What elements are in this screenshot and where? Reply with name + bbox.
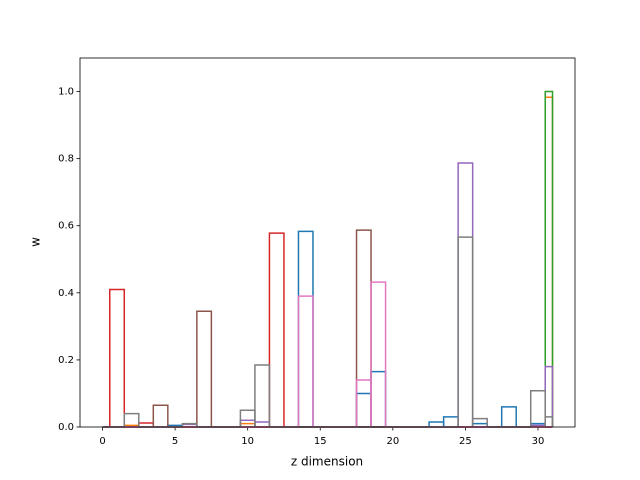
- hist-step: [109, 288, 126, 427]
- hist-step: [500, 406, 517, 427]
- hist-step: [544, 365, 554, 427]
- y-tick-label: 1.0: [58, 87, 74, 98]
- hist-step: [355, 392, 372, 427]
- hist-step: [544, 96, 554, 427]
- plot-frame: [79, 57, 576, 428]
- x-tick-label: 20: [386, 436, 399, 447]
- y-tick-label: 0.0: [58, 422, 74, 433]
- y-tick-label: 0.8: [58, 154, 74, 165]
- x-tick-label: 25: [459, 436, 472, 447]
- y-tick-label: 0.6: [58, 221, 74, 232]
- hist-step: [370, 370, 387, 427]
- hist-step: [544, 90, 554, 427]
- hist-step: [297, 295, 314, 427]
- hist-step: [370, 281, 387, 427]
- hist-step: [196, 310, 213, 427]
- y-axis-label: w: [29, 237, 43, 247]
- hist-step: [457, 236, 474, 427]
- x-tick-label: 30: [532, 436, 545, 447]
- hist-step: [181, 422, 198, 427]
- hist-step: [355, 379, 372, 427]
- y-tick-label: 0.4: [58, 288, 74, 299]
- hist-step: [123, 412, 140, 427]
- hist-step: [254, 364, 271, 427]
- hist-step: [355, 229, 372, 427]
- hist-step: [239, 409, 256, 427]
- hist-step: [457, 162, 474, 427]
- x-tick-label: 5: [172, 436, 178, 447]
- hist-step: [442, 416, 459, 427]
- hist-step: [471, 417, 488, 427]
- hist-step: [297, 230, 314, 427]
- hist-step: [428, 421, 445, 427]
- x-tick-label: 10: [241, 436, 254, 447]
- x-tick-label: 0: [99, 436, 105, 447]
- hist-step: [529, 390, 546, 427]
- x-axis-label: z dimension: [291, 455, 363, 469]
- hist-step: [268, 232, 285, 427]
- hist-step: [254, 421, 271, 427]
- hist-step: [152, 404, 169, 427]
- x-tick-label: 15: [314, 436, 327, 447]
- hist-step: [544, 416, 554, 427]
- y-tick-label: 0.2: [58, 355, 74, 366]
